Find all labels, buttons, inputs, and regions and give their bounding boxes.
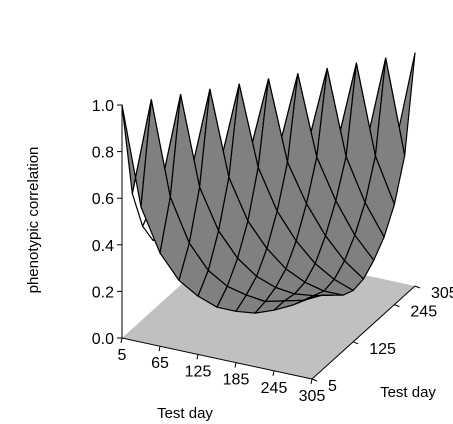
y-tick-label: 5	[328, 378, 337, 395]
y-tick-label: 305	[431, 285, 453, 302]
x-axis-line	[121, 337, 313, 380]
y-tick-mark	[414, 285, 421, 289]
x-tick-label: 185	[223, 372, 250, 389]
y-tick-label: 245	[410, 304, 437, 321]
z-tick-label: 0.2	[92, 284, 114, 301]
y-tick-label: 125	[369, 341, 396, 358]
z-tick-label: 0.0	[92, 331, 114, 348]
z-tick-label: 0.4	[92, 238, 114, 255]
x-tick-label: 65	[151, 355, 169, 372]
x-tick-mark	[158, 346, 161, 352]
z-axis-title: phenotypic correlation	[25, 147, 42, 294]
z-tick-label: 1.0	[92, 98, 114, 115]
axes	[121, 105, 416, 380]
surface-cell	[292, 294, 323, 306]
y-tick-mark	[394, 304, 400, 308]
x-tick-label: 125	[185, 363, 212, 380]
x-axis-title: Test day	[157, 405, 213, 422]
y-axis-title: Test day	[380, 384, 436, 401]
surface-mesh	[121, 52, 416, 314]
tick-marks	[117, 104, 421, 385]
y-axis-line	[311, 285, 416, 380]
x-tick-mark	[120, 337, 123, 344]
x-tick-label: 305	[299, 388, 326, 405]
x-tick-label: 245	[261, 380, 288, 397]
z-tick-label: 0.8	[92, 145, 114, 162]
z-tick-label: 0.6	[92, 191, 114, 208]
y-tick-mark	[311, 378, 318, 382]
x-tick-mark	[196, 354, 199, 360]
x-tick-mark	[234, 362, 237, 368]
y-tick-mark	[353, 341, 359, 345]
x-tick-label: 5	[118, 347, 127, 364]
tick-labels: 0.00.20.40.60.81.05 65 125 185 245 3055125245…	[92, 98, 453, 405]
x-tick-mark	[272, 370, 275, 376]
x-tick-mark	[310, 378, 313, 385]
